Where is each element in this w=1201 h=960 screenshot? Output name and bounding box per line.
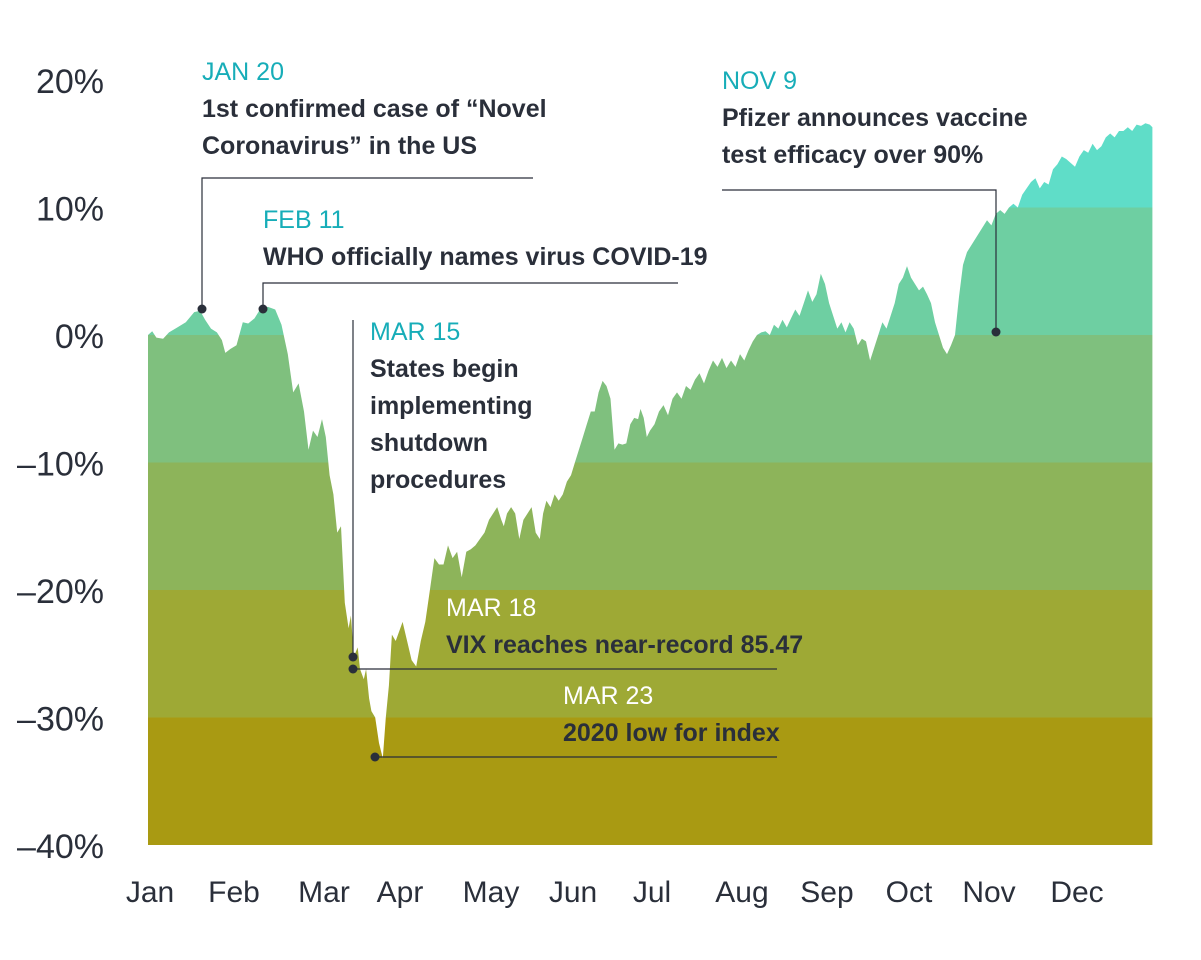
area-band-5: [148, 717, 1153, 845]
x-tick-label: Mar: [298, 876, 350, 909]
x-tick-label: Jul: [633, 876, 671, 909]
annotation-nov-9: NOV 9 Pfizer announces vaccine test effica…: [722, 67, 1028, 337]
x-tick-label: Dec: [1050, 876, 1103, 909]
annotation-text-line: 2020 low for index: [563, 719, 780, 747]
annotation-text-line: Coronavirus” in the US: [202, 132, 477, 160]
y-tick-label: 0%: [55, 318, 104, 356]
x-tick-label: Jun: [549, 876, 597, 909]
annotation-text-line: implementing: [370, 392, 533, 420]
x-tick-label: Nov: [962, 876, 1015, 909]
x-tick-label: Jan: [126, 876, 174, 909]
area-band-2: [148, 335, 1153, 463]
x-tick-label: Apr: [377, 876, 424, 909]
y-tick-label: –30%: [17, 701, 104, 739]
x-tick-label: May: [463, 876, 520, 909]
annotation-text-line: WHO officially names virus COVID-19: [263, 243, 708, 271]
y-tick-label: –10%: [17, 446, 104, 484]
annotation-marker: [370, 752, 380, 762]
annotation-mar-15: MAR 15 States begin implementing shutdown pr…: [348, 318, 533, 662]
annotation-date: MAR 18: [446, 594, 536, 622]
annotation-date: MAR 15: [370, 318, 460, 346]
x-tick-label: Sep: [800, 876, 853, 909]
annotation-text-line: test efficacy over 90%: [722, 141, 983, 169]
annotation-feb-11: FEB 11 WHO officially names virus COVID-1…: [258, 206, 708, 314]
annotation-marker: [197, 304, 207, 314]
annotation-date: FEB 11: [263, 206, 345, 234]
annotation-date: NOV 9: [722, 67, 797, 95]
y-tick-label: –40%: [17, 828, 104, 866]
annotation-marker: [348, 664, 358, 674]
annotation-text-line: shutdown: [370, 429, 488, 457]
annotation-leader-line: [262, 282, 678, 309]
annotation-mar-23: MAR 23 2020 low for index: [370, 682, 780, 762]
annotation-marker: [258, 304, 268, 314]
annotation-jan-20: JAN 20 1st confirmed case of “Novel Corona…: [197, 58, 547, 314]
annotations: JAN 20 1st confirmed case of “Novel Corona…: [197, 58, 1028, 762]
x-tick-label: Aug: [715, 876, 768, 909]
annotation-mar-18: MAR 18 VIX reaches near-record 85.47: [348, 594, 803, 674]
y-tick-label: 10%: [36, 191, 104, 229]
annotation-leader-line: [201, 177, 533, 309]
annotation-date: MAR 23: [563, 682, 653, 710]
area-band-3: [148, 462, 1153, 590]
annotation-text-line: Pfizer announces vaccine: [722, 104, 1028, 132]
y-axis-ticks: 20% 10% 0% –10% –20% –30% –40%: [17, 63, 104, 866]
area-band-4: [148, 590, 1153, 718]
annotation-text-line: States begin: [370, 355, 519, 383]
y-tick-label: –20%: [17, 573, 104, 611]
annotation-text-line: 1st confirmed case of “Novel: [202, 95, 547, 123]
annotation-leader-line: [722, 189, 997, 332]
annotation-date: JAN 20: [202, 58, 284, 86]
area-bands: [148, 123, 1153, 845]
x-tick-label: Feb: [208, 876, 260, 909]
x-tick-label: Oct: [886, 876, 933, 909]
x-axis-ticks: Jan Feb Mar Apr May Jun Jul Aug Sep Oct Nov Dec: [126, 876, 1104, 909]
annotation-text-line: procedures: [370, 466, 506, 494]
annotation-text-line: VIX reaches near-record 85.47: [446, 631, 803, 659]
annotation-marker: [991, 327, 1001, 337]
y-tick-label: 20%: [36, 63, 104, 101]
annotation-marker: [348, 652, 358, 662]
